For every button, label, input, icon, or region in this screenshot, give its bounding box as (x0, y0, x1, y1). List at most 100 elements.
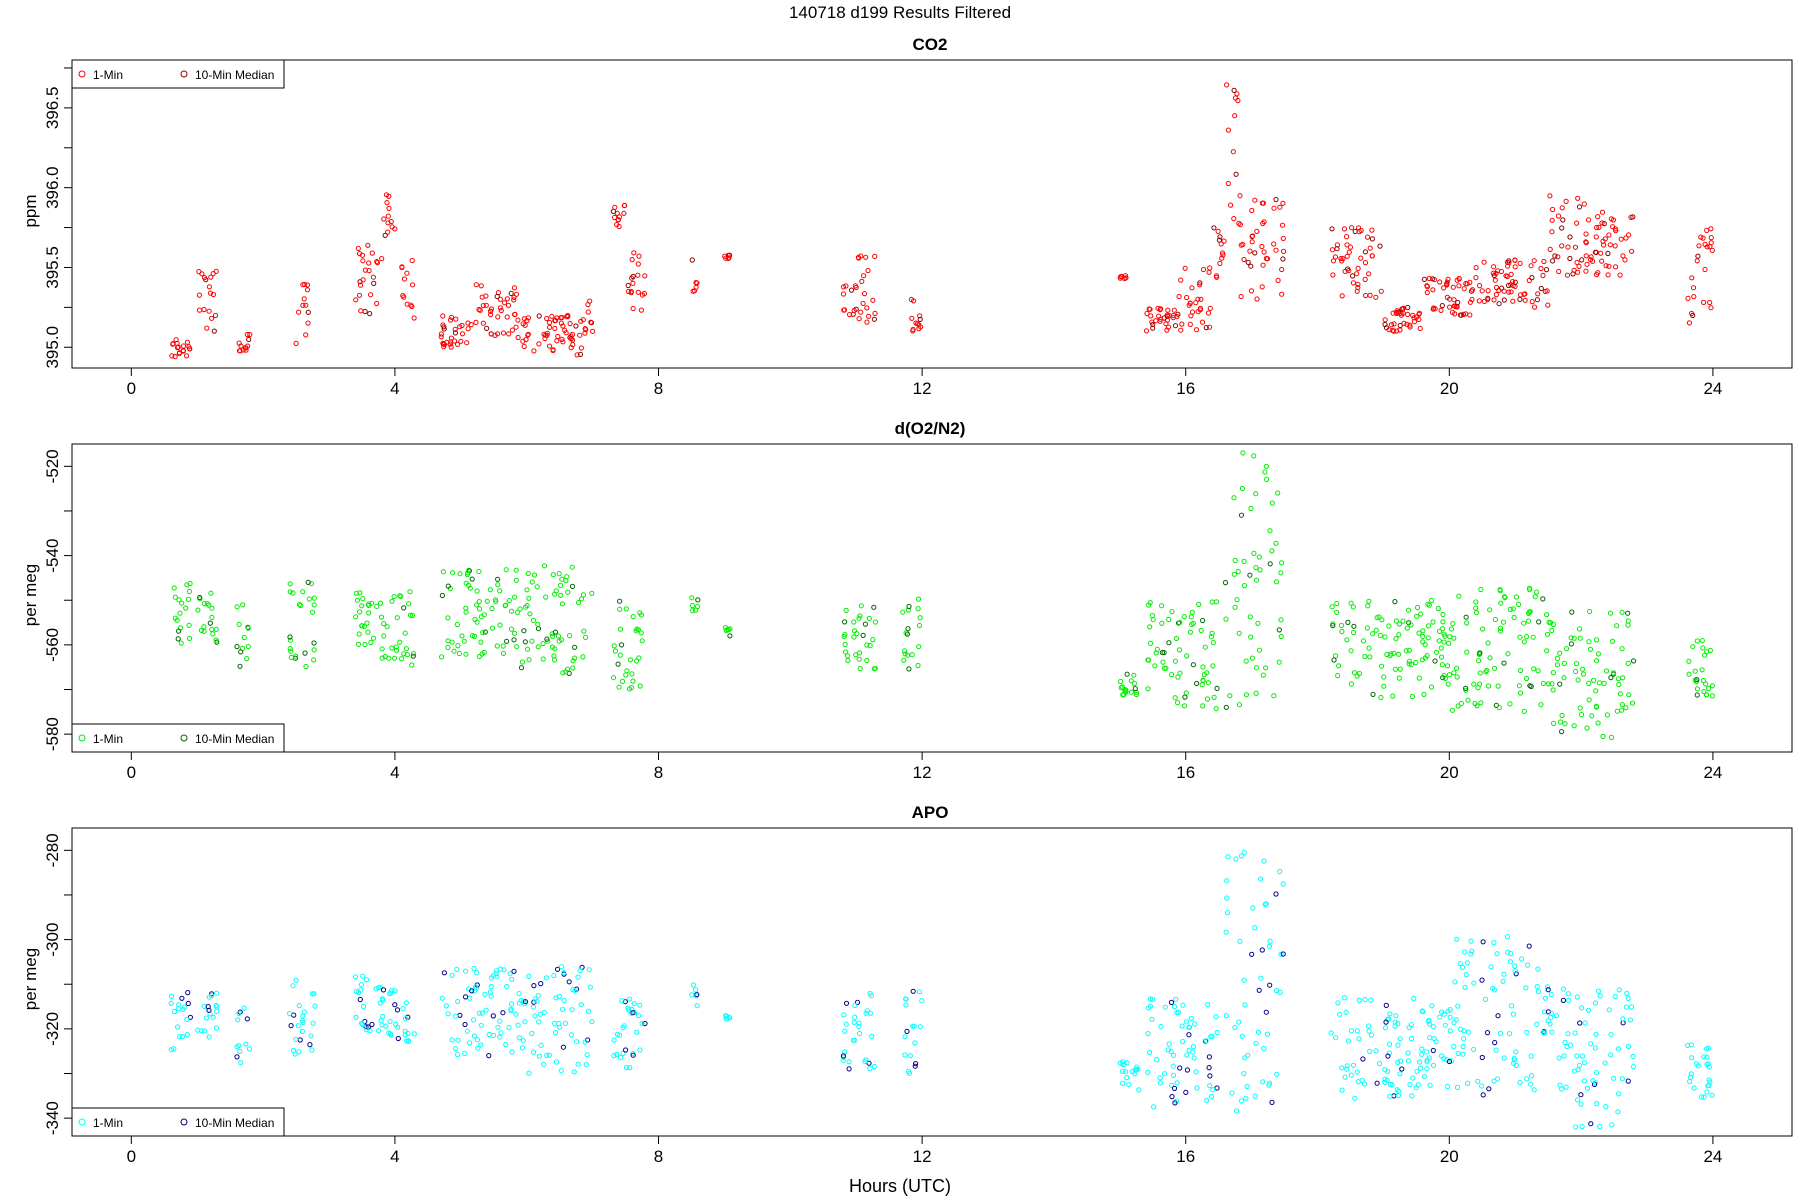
one-min-point (1590, 1078, 1596, 1084)
median-point (1374, 1080, 1380, 1086)
one-min-point (1214, 274, 1220, 280)
one-min-point (1477, 283, 1483, 289)
legend-swatch (180, 734, 188, 742)
median-point (552, 629, 559, 635)
one-min-point (1260, 1079, 1266, 1085)
one-min-point (1198, 296, 1204, 302)
one-min-point (495, 314, 501, 320)
one-min-point (1277, 204, 1283, 210)
median-point (843, 1000, 850, 1006)
one-min-point (1608, 216, 1615, 222)
one-min-point (515, 1022, 521, 1028)
one-min-point (1595, 720, 1601, 726)
one-min-point (503, 1041, 509, 1048)
one-min-point (1417, 1059, 1423, 1065)
one-min-point (1338, 622, 1345, 629)
one-min-point (1625, 995, 1631, 1002)
one-min-point (519, 659, 526, 665)
one-min-point (1452, 311, 1458, 317)
one-min-point (1465, 1029, 1472, 1035)
one-min-point (1504, 273, 1510, 280)
one-min-point (495, 1024, 501, 1031)
one-min-point (203, 1015, 210, 1021)
median-point (1172, 1100, 1178, 1106)
one-min-point (521, 343, 527, 350)
one-min-point (1562, 1039, 1568, 1046)
one-min-point (457, 571, 463, 577)
one-min-point (535, 993, 541, 999)
one-min-point (1122, 275, 1128, 282)
median-point (623, 1047, 629, 1053)
one-min-point (1260, 672, 1266, 678)
legend-swatch (180, 70, 188, 78)
one-min-point (1511, 1060, 1517, 1067)
one-min-point (1330, 272, 1336, 278)
one-min-point (455, 643, 461, 649)
median-point (1382, 321, 1388, 328)
one-min-point (1586, 697, 1592, 703)
one-min-point (489, 625, 496, 631)
one-min-point (1176, 293, 1182, 300)
one-min-point (293, 340, 299, 346)
one-min-point (1150, 617, 1156, 623)
one-min-point (612, 214, 618, 221)
one-min-point (1622, 257, 1628, 263)
one-min-point (474, 1037, 480, 1043)
one-min-point (515, 609, 521, 616)
one-min-point (453, 1013, 459, 1019)
one-min-point (368, 292, 374, 298)
one-min-point (544, 315, 550, 322)
one-min-point (636, 253, 642, 259)
one-min-point (1175, 674, 1181, 680)
median-point (1231, 87, 1237, 94)
one-min-point (1469, 287, 1476, 293)
one-min-point (245, 625, 251, 631)
one-min-point (1512, 264, 1518, 270)
one-min-point (1263, 665, 1269, 671)
one-min-point (558, 592, 564, 598)
one-min-point (374, 259, 380, 265)
one-min-point (1386, 623, 1392, 629)
one-min-point (1280, 881, 1286, 887)
y-tick-label: -280 (43, 833, 62, 867)
one-min-point (1373, 1048, 1379, 1054)
one-min-point (1554, 662, 1561, 668)
one-min-point (1550, 206, 1556, 213)
one-min-point (912, 1040, 918, 1046)
median-point (445, 583, 451, 589)
one-min-point (303, 332, 309, 338)
y-tick-label: -560 (43, 628, 62, 662)
one-min-point (532, 1013, 538, 1019)
one-min-point (201, 624, 207, 630)
x-tick-label: 20 (1440, 763, 1459, 782)
one-min-point (1527, 608, 1533, 615)
one-min-point (1395, 1042, 1401, 1048)
one-min-point (1457, 961, 1463, 967)
legend: 1-Min 10-Min Median (71, 1107, 285, 1137)
one-min-point (490, 1032, 497, 1039)
one-min-point (1456, 593, 1462, 599)
one-min-point (1688, 1074, 1694, 1080)
median-point (1256, 987, 1262, 993)
one-min-point (1604, 712, 1611, 718)
median-point (1560, 217, 1566, 223)
one-min-point (1409, 693, 1416, 700)
median-point (1484, 1030, 1491, 1036)
one-min-point (1278, 570, 1284, 576)
one-min-point (1264, 476, 1270, 482)
one-min-point (526, 595, 532, 601)
median-point (619, 642, 625, 648)
one-min-point (589, 1019, 595, 1025)
one-min-point (1193, 1069, 1199, 1075)
one-min-point (1589, 713, 1595, 719)
one-min-point (1585, 1007, 1592, 1013)
one-min-point (180, 348, 186, 354)
one-min-point (1594, 272, 1600, 278)
x-tick-label: 16 (1176, 763, 1195, 782)
one-min-point (858, 309, 864, 315)
one-min-point (1335, 673, 1341, 679)
median-point (367, 311, 373, 317)
one-min-point (1414, 613, 1420, 619)
one-min-point (359, 603, 365, 609)
one-min-point (468, 322, 474, 328)
